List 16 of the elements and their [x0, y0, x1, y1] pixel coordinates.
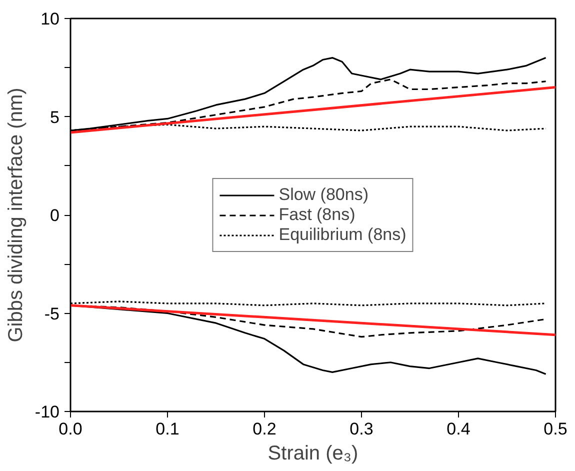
x-tick-label: 0.4	[446, 420, 470, 438]
legend-label: Equilibrium (8ns)	[278, 224, 406, 244]
text: 0.0	[58, 420, 82, 438]
legend-label: Fast (8ns)	[278, 204, 356, 224]
x-tick-label: 0.3	[350, 420, 374, 438]
x-tick-label: 0.5	[544, 420, 568, 438]
legend-label: Slow (80ns)	[278, 184, 368, 204]
y-tick-label: -5	[44, 304, 60, 324]
y-axis-title: Gibbs dividing interface (nm)	[4, 88, 27, 342]
y-tick-label: 10	[40, 10, 60, 28]
y-tick-label: -10	[34, 402, 60, 422]
x-tick-label: 0.1	[156, 420, 180, 438]
y-tick-label: 0	[50, 206, 60, 225]
y-tick-label: 5	[50, 108, 60, 127]
x-tick-label: 0.2	[252, 420, 276, 438]
x-axis-title: Strain (e₃)	[268, 442, 358, 464]
